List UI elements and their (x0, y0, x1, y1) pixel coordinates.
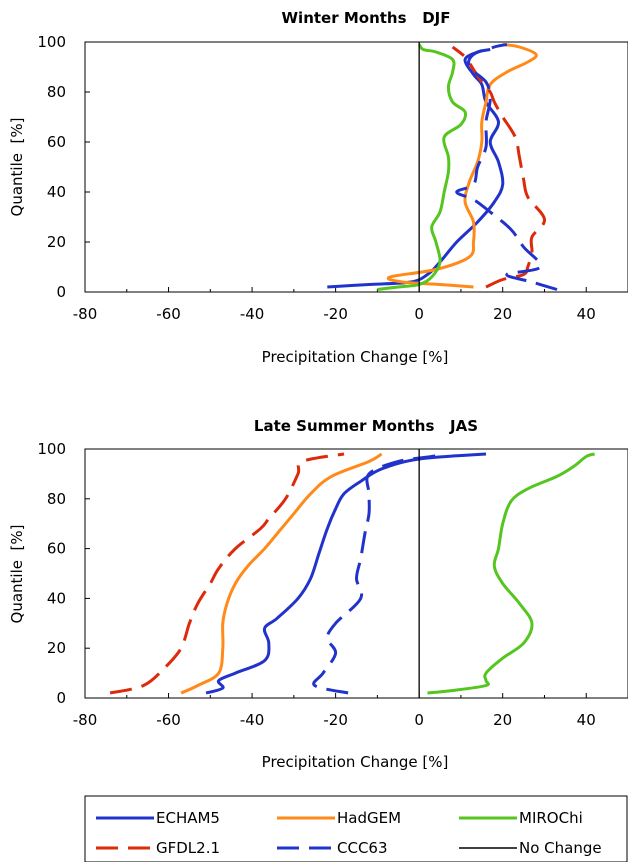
summer-ylabel: Quantile [%] (8, 525, 26, 624)
summer-x-tick-label: 40 (577, 711, 596, 729)
summer-x-tick-label: -80 (73, 711, 98, 729)
legend: ECHAM5 HadGEM MIROChi GFDL2.1 CCC63 No Change (84, 795, 628, 862)
summer-plot-area (84, 448, 628, 699)
legend-label: CCC63 (337, 839, 388, 857)
legend-box (84, 795, 628, 862)
summer-x-tick-label: 20 (493, 711, 512, 729)
winter-y-tick-label: 0 (56, 283, 66, 301)
summer-y-tick-label: 0 (56, 689, 66, 707)
winter-series-gfdl2-1 (451, 45, 546, 289)
winter-series-mirochi (377, 43, 468, 291)
summer-y-tick-label: 20 (47, 639, 66, 657)
winter-x-tick-label: -20 (323, 305, 348, 323)
winter-series-hadgem (386, 43, 538, 289)
summer-series-gfdl2-1 (109, 452, 345, 695)
legend-label: MIROChi (519, 809, 583, 827)
summer-x-tick-label: -20 (323, 711, 348, 729)
legend-label: No Change (519, 839, 602, 857)
winter-y-tick-label: 80 (47, 83, 66, 101)
winter-y-tick-label: 100 (37, 33, 66, 51)
summer-x-tick-label: -60 (156, 711, 181, 729)
summer-y-tick-label: 60 (47, 540, 66, 558)
winter-x-tick-label: 40 (577, 305, 596, 323)
winter-x-tick-label: 20 (493, 305, 512, 323)
summer-panel: Late Summer Months JAS -80 -60 -40 -20 0 20 40… (8, 417, 628, 771)
legend-label: HadGEM (337, 809, 401, 827)
summer-series-echam5 (205, 452, 487, 695)
legend-label: ECHAM5 (156, 809, 220, 827)
winter-title: Winter Months DJF (282, 9, 451, 27)
winter-y-tick-label: 20 (47, 233, 66, 251)
winter-y-tick-label: 40 (47, 183, 66, 201)
summer-x-tick-label: -40 (240, 711, 265, 729)
summer-y-tick-label: 40 (47, 589, 66, 607)
winter-y-tick-label: 60 (47, 133, 66, 151)
winter-panel: Winter Months DJF -80 -60 -40 -20 0 20 40 0 20 40… (8, 9, 628, 366)
summer-y-tick-label: 80 (47, 490, 66, 508)
summer-series-ccc63 (312, 452, 445, 695)
winter-plot-area (84, 41, 628, 293)
winter-x-tick-label: -80 (73, 305, 98, 323)
winter-x-tick-label: -40 (240, 305, 265, 323)
winter-series-echam5 (327, 48, 505, 289)
winter-x-tick-label: -60 (156, 305, 181, 323)
legend-label: GFDL2.1 (156, 839, 220, 857)
summer-title: Late Summer Months JAS (254, 417, 478, 435)
summer-y-tick-label: 100 (37, 440, 66, 458)
summer-xlabel: Precipitation Change [%] (262, 753, 449, 771)
winter-xlabel: Precipitation Change [%] (262, 348, 449, 366)
winter-x-tick-label: 0 (414, 305, 424, 323)
summer-series-mirochi (427, 452, 596, 695)
summer-series-hadgem (180, 452, 383, 695)
summer-x-tick-label: 0 (414, 711, 424, 729)
winter-ylabel: Quantile [%] (8, 118, 26, 217)
